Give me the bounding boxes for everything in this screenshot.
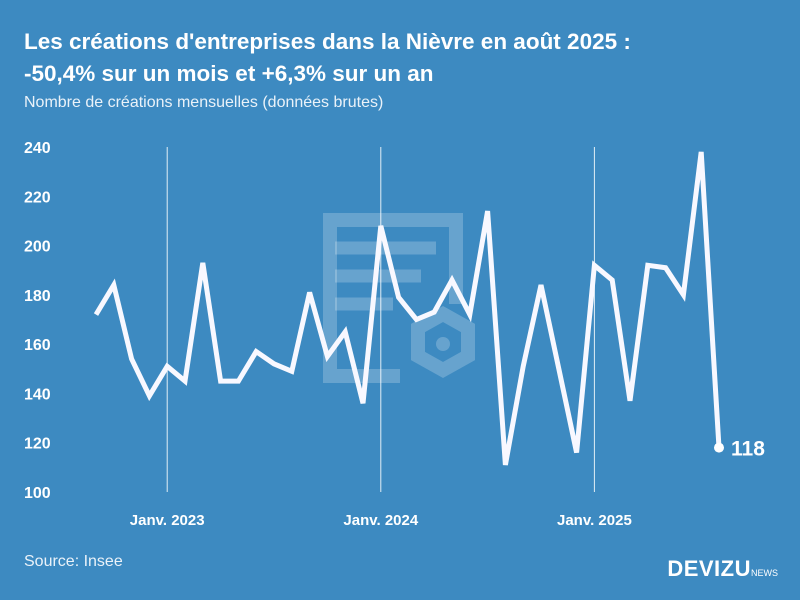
x-tick-label: Janv. 2025 [557,512,632,529]
title-line-1: Les créations d'entreprises dans la Nièv… [24,29,631,54]
source-note: Source: Insee [24,553,123,570]
chart-title: Les créations d'entreprises dans la Nièv… [24,26,631,90]
y-tick-label: 240 [24,140,51,157]
x-tick-label: Janv. 2023 [130,512,205,529]
y-tick-label: 160 [24,337,51,354]
y-tick-label: 140 [24,386,51,403]
chart-subtitle: Nombre de créations mensuelles (données … [24,94,384,111]
logo-main: DEVIZU [667,556,751,581]
y-tick-label: 200 [24,239,51,256]
y-tick-label: 180 [24,288,51,305]
y-tick-label: 100 [24,485,51,502]
devizu-logo: DEVIZUNEWS [667,556,778,582]
series-line [93,151,722,466]
y-tick-label: 220 [24,189,51,206]
y-tick-label: 120 [24,436,51,453]
last-value-label: 118 [731,438,765,461]
x-tick-label: Janv. 2024 [343,512,418,529]
title-line-2: -50,4% sur un mois et +6,3% sur un an [24,61,434,86]
logo-suffix: NEWS [751,568,778,578]
last-point-marker [714,442,724,453]
